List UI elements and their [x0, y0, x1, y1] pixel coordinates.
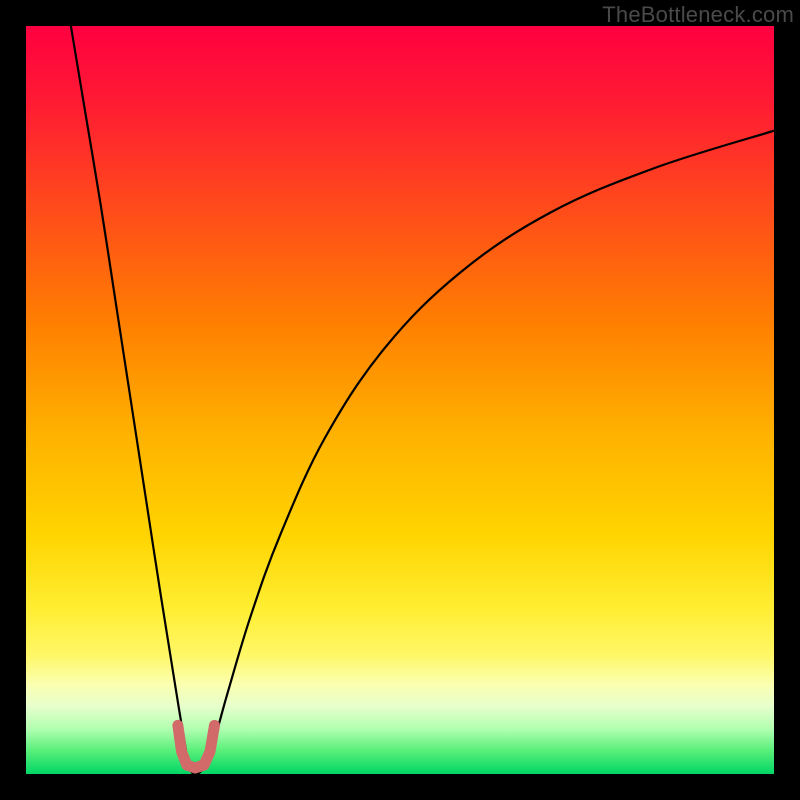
plot-svg: [26, 26, 774, 774]
plot-area: [26, 26, 774, 774]
chart-frame: TheBottleneck.com: [0, 0, 800, 800]
gradient-background: [26, 26, 774, 774]
watermark-text: TheBottleneck.com: [602, 2, 794, 28]
